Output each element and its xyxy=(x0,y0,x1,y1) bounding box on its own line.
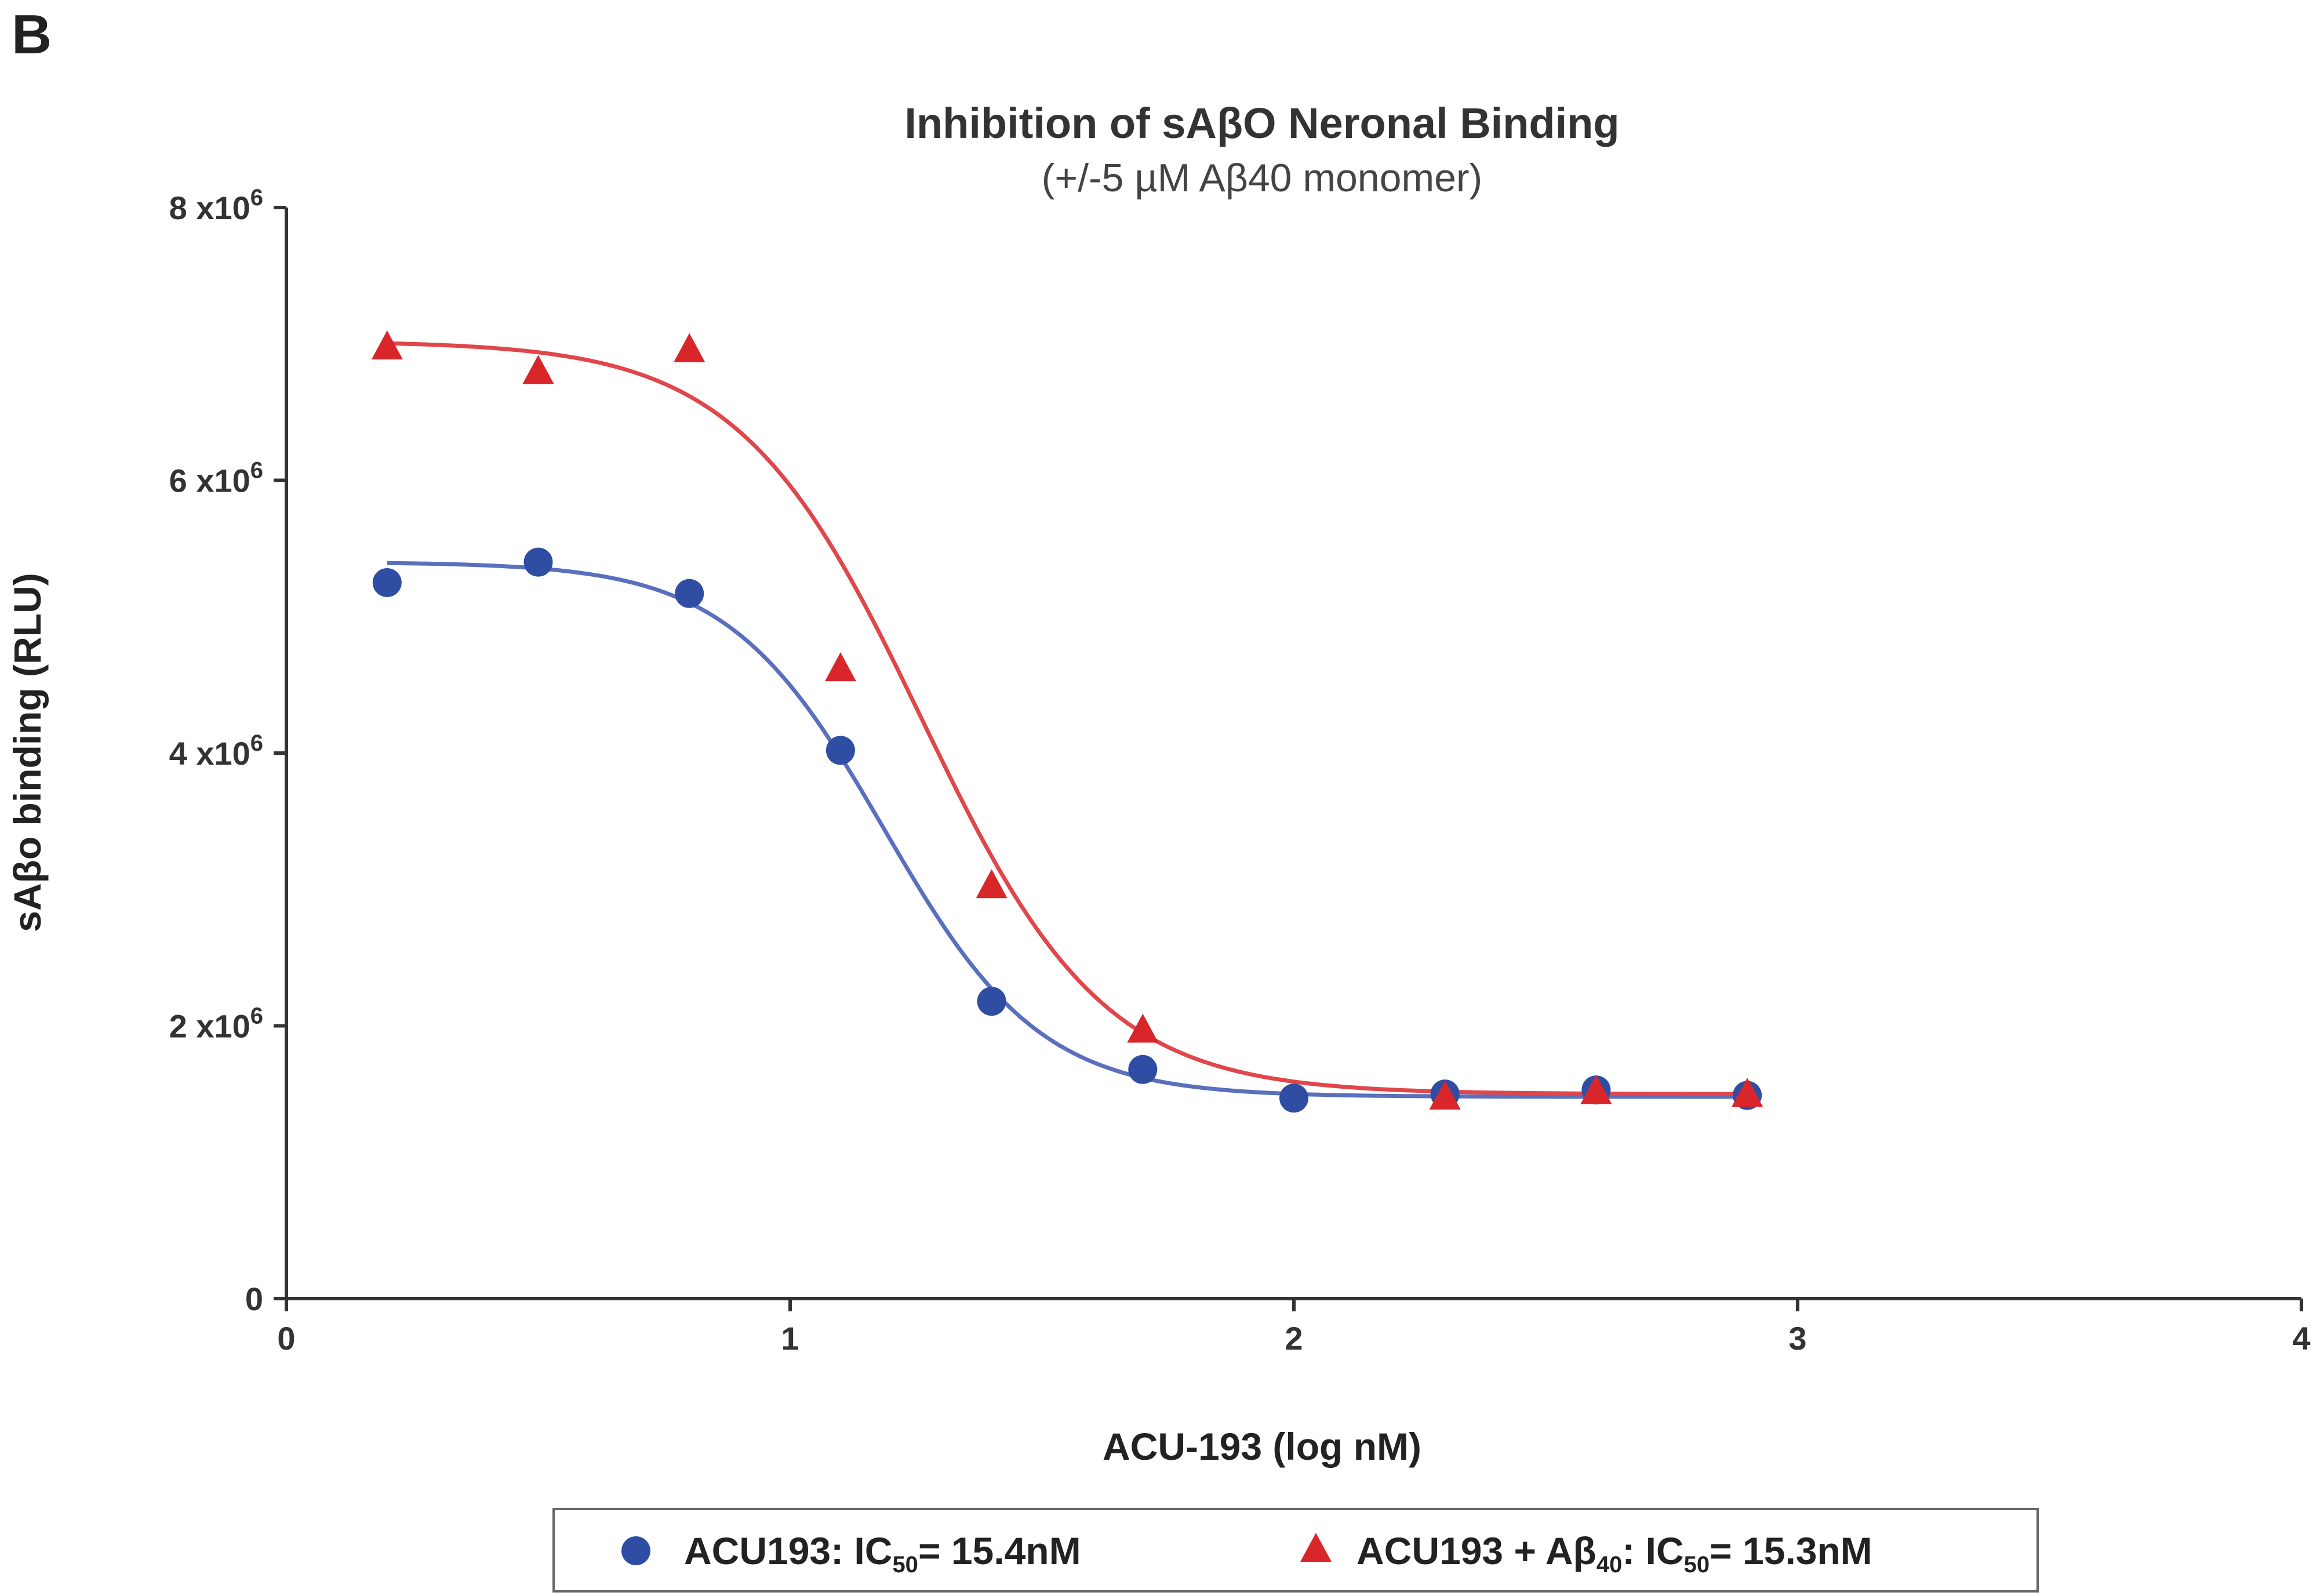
point-triangle xyxy=(1732,1078,1763,1107)
point-triangle xyxy=(1580,1075,1612,1104)
point-circle xyxy=(1128,1055,1158,1084)
y-tick-exponent: 6 xyxy=(250,458,263,483)
legend-1-part-3: = 15.4nM xyxy=(918,1529,1081,1572)
chart-subtitle: (+/-5 µM Aβ40 monomer) xyxy=(1042,156,1482,200)
x-tick-label: 4 xyxy=(2292,1320,2310,1357)
y-tick-label: 0 xyxy=(245,1281,263,1317)
point-triangle xyxy=(976,869,1008,899)
legend-marker-circle xyxy=(621,1536,650,1565)
legend-marker-triangle xyxy=(1300,1533,1332,1562)
y-tick-base: 6 x10 xyxy=(169,463,250,499)
legend-1-sub-50: 50 xyxy=(892,1552,918,1577)
point-circle xyxy=(977,987,1006,1016)
y-tick-label: 4 x106 xyxy=(169,730,263,772)
y-tick-label: 6 x106 xyxy=(169,458,263,499)
legend-2-part-1: ACU193 + Aβ xyxy=(1356,1529,1596,1572)
y-tick-exponent: 6 xyxy=(250,1004,263,1029)
y-tick-base: 8 x10 xyxy=(169,190,250,226)
x-tick-label: 1 xyxy=(781,1320,799,1357)
fit-curve-series-2 xyxy=(387,341,1748,1096)
y-tick-label: 8 x106 xyxy=(169,185,263,226)
point-circle xyxy=(523,547,553,577)
point-circle xyxy=(1279,1084,1308,1113)
point-triangle xyxy=(1127,1013,1159,1043)
x-tick-label: 2 xyxy=(1285,1320,1303,1357)
legend: ACU193: IC50= 15.4nM ACU193 + Aβ40: IC50… xyxy=(552,1508,2039,1593)
legend-2-sub-50: 50 xyxy=(1684,1552,1710,1577)
x-tick-label: 3 xyxy=(1788,1320,1806,1357)
y-axis-title: sAβo binding (RLU) xyxy=(6,573,49,932)
point-triangle xyxy=(1429,1080,1461,1110)
legend-2-sub-40: 40 xyxy=(1596,1552,1623,1577)
point-triangle xyxy=(522,355,554,384)
y-tick-base: 2 x10 xyxy=(169,1008,250,1045)
x-axis-title: ACU-193 (log nM) xyxy=(1103,1425,1421,1468)
legend-label-acu193-abeta40: ACU193 + Aβ40: IC50= 15.3nM xyxy=(1356,1529,1872,1577)
y-tick-base: 4 x10 xyxy=(169,735,250,772)
axes xyxy=(285,208,2301,1300)
data-points xyxy=(371,330,1763,1113)
x-tick-label: 0 xyxy=(277,1320,295,1357)
y-tick-exponent: 6 xyxy=(250,730,263,756)
point-circle xyxy=(675,579,704,608)
y-tick-label: 2 x106 xyxy=(169,1004,263,1045)
legend-box xyxy=(552,1508,2039,1593)
point-triangle xyxy=(824,652,856,682)
fit-curve-series-1 xyxy=(387,561,1748,1099)
legend-1-part-1: ACU193: IC xyxy=(684,1529,892,1572)
fit-curves xyxy=(387,341,1748,1099)
point-circle xyxy=(372,568,402,597)
panel-label: B xyxy=(12,3,52,66)
legend-label-acu193: ACU193: IC50= 15.4nM xyxy=(684,1529,1081,1577)
legend-2-part-5: = 15.3nM xyxy=(1710,1529,1872,1572)
point-circle xyxy=(825,736,855,765)
point-triangle xyxy=(674,333,705,362)
point-triangle xyxy=(371,330,403,359)
chart-title: Inhibition of sAβO Neronal Binding xyxy=(904,99,1619,147)
y-tick-exponent: 6 xyxy=(250,185,263,210)
legend-2-part-3: : IC xyxy=(1622,1529,1683,1572)
